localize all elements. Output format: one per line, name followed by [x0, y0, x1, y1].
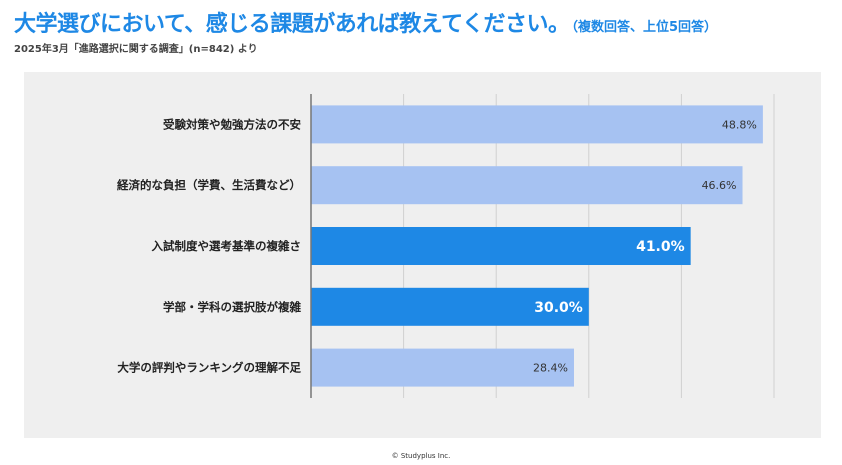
- category-label: 大学の評判やランキングの理解不足: [117, 361, 301, 375]
- data-label: 41.0%: [636, 239, 685, 255]
- data-label: 46.6%: [702, 179, 737, 192]
- category-label: 入試制度や選考基準の複雑さ: [152, 239, 302, 253]
- bar: [311, 227, 691, 265]
- category-label: 経済的な負担（学費、生活費など）: [117, 178, 301, 192]
- data-label: 28.4%: [533, 362, 568, 375]
- chart-panel: 受験対策や勉強方法の不安 48.8% 経済的な負担（学費、生活費など） 46.6% 入試…: [24, 72, 821, 438]
- bar: [311, 348, 574, 387]
- bar: [311, 105, 763, 144]
- category-label: 学部・学科の選択肢が複雑: [163, 300, 301, 314]
- data-label: 48.8%: [722, 118, 757, 131]
- title-text: 大学選びにおいて、感じる課題があれば教えてください。: [14, 12, 570, 37]
- category-label: 受験対策や勉強方法の不安: [163, 117, 301, 131]
- source-note: 2025年3月「進路選択に関する調査」(n=842) より: [14, 44, 258, 55]
- title-note: （複数回答、上位5回答）: [571, 20, 718, 35]
- chart-title: 大学選びにおいて、感じる課題があれば教えてください。 （複数回答、上位5回答）: [14, 6, 717, 38]
- bar: [311, 166, 743, 205]
- bar: [311, 287, 589, 326]
- data-label: 30.0%: [534, 300, 583, 316]
- copyright: © Studyplus Inc.: [391, 452, 451, 460]
- bar-chart: 受験対策や勉強方法の不安 48.8% 経済的な負担（学費、生活費など） 46.6% 入試…: [117, 94, 775, 398]
